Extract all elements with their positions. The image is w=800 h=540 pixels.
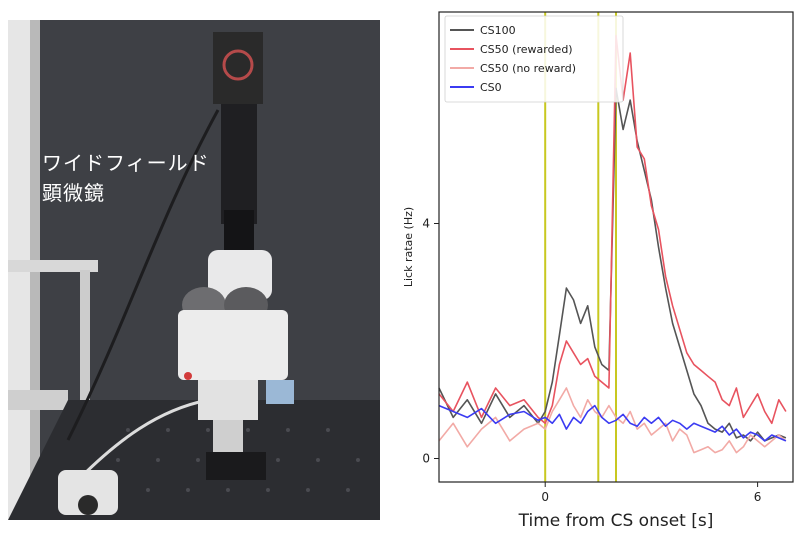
plot-frame <box>438 11 794 483</box>
y-ticks: 04 <box>422 217 439 466</box>
series-line-cs0 <box>438 404 787 442</box>
series-line-cs50-rewarded- <box>438 34 787 425</box>
legend-label: CS100 <box>480 24 516 37</box>
series-line-cs100 <box>438 87 787 442</box>
legend-label: CS50 (rewarded) <box>480 43 573 56</box>
x-axis-label: Time from CS onset [s] <box>518 511 714 531</box>
series-lines <box>438 34 787 454</box>
microscope-illustration <box>8 20 380 520</box>
legend-label: CS0 <box>480 81 502 94</box>
y-tick-label: 4 <box>422 217 430 231</box>
x-tick-label: 0 <box>541 490 549 504</box>
legend: CS100 CS50 (rewarded) CS50 (no reward) CS0 <box>444 15 624 103</box>
series-line-cs50-no-reward- <box>438 387 787 454</box>
microscope-photo: ワイドフィールド 顕微鏡 <box>8 20 380 520</box>
legend-label: CS50 (no reward) <box>480 62 576 75</box>
legend-box <box>444 15 624 103</box>
microscope-caption: ワイドフィールド 顕微鏡 <box>42 151 210 205</box>
y-tick-label: 0 <box>422 452 430 466</box>
y-axis-label: Lick ratae (Hz) <box>402 207 415 287</box>
x-tick-label: 6 <box>754 490 762 504</box>
